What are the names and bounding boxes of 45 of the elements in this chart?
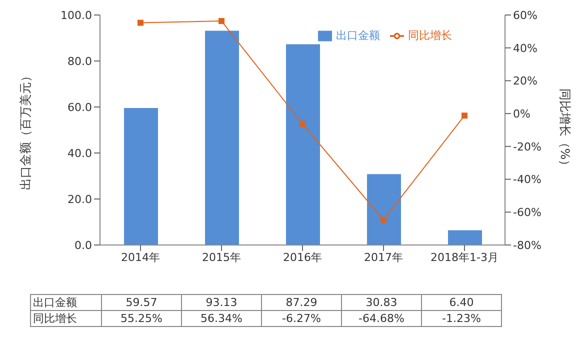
y-tick-label: 80.0 bbox=[68, 54, 92, 68]
y-axis-title: 出口金额（百万美元） bbox=[18, 70, 32, 190]
point bbox=[218, 18, 224, 24]
y2-tick-label: 0% bbox=[513, 107, 530, 120]
point bbox=[380, 216, 386, 223]
y2-tick-label: -60% bbox=[513, 206, 542, 220]
data-label: 93.13 bbox=[182, 294, 262, 310]
text: 同比增长 bbox=[33, 312, 77, 325]
y-tick-label: 60.0 bbox=[68, 100, 92, 114]
y2-tick-label: -20% bbox=[513, 140, 542, 154]
legend-label: 出口金额 bbox=[336, 29, 380, 42]
data-label: -1.23% bbox=[422, 310, 502, 326]
data-label: 56.34% bbox=[182, 310, 262, 326]
point bbox=[138, 20, 144, 26]
y2-tick-label: -80% bbox=[513, 238, 542, 252]
data-label: 59.57 bbox=[102, 294, 182, 310]
legend-label: 同比增长 bbox=[408, 29, 452, 42]
point bbox=[462, 112, 468, 119]
bar bbox=[286, 44, 320, 245]
text: 出口金额 bbox=[33, 296, 77, 309]
data-label: -64.68% bbox=[342, 310, 422, 326]
x-tick-label: 2015年 bbox=[202, 250, 241, 264]
point bbox=[300, 120, 306, 127]
data-label: 55.25% bbox=[102, 310, 182, 326]
y2-tick-label: 60% bbox=[513, 8, 538, 22]
y2-tick-label: 20% bbox=[513, 74, 538, 88]
data-label: 87.29 bbox=[262, 294, 342, 310]
x-tick-label: 2017年 bbox=[364, 250, 403, 264]
x-tick-label: 2014年 bbox=[121, 250, 160, 264]
bar bbox=[448, 230, 482, 245]
data-label: 30.83 bbox=[342, 294, 422, 310]
y2-tick-label: 40% bbox=[513, 42, 538, 55]
x-tick-label: 2016年 bbox=[283, 250, 322, 264]
y-tick-label: 100.0 bbox=[60, 8, 92, 22]
data-label: 6.40 bbox=[422, 294, 502, 310]
y-tick-label: 40.0 bbox=[68, 146, 92, 160]
data-label: -6.27% bbox=[262, 310, 342, 326]
bar bbox=[367, 174, 401, 245]
y-tick-label: 20.0 bbox=[68, 192, 92, 206]
y2-tick-label: -40% bbox=[513, 173, 542, 186]
bar bbox=[205, 30, 239, 245]
y2-axis-title: 同比增长（%） bbox=[558, 88, 572, 172]
x-tick-label: 2018年1-3月 bbox=[430, 250, 498, 264]
bar bbox=[124, 108, 158, 245]
y-tick-label: 0.0 bbox=[74, 238, 92, 252]
